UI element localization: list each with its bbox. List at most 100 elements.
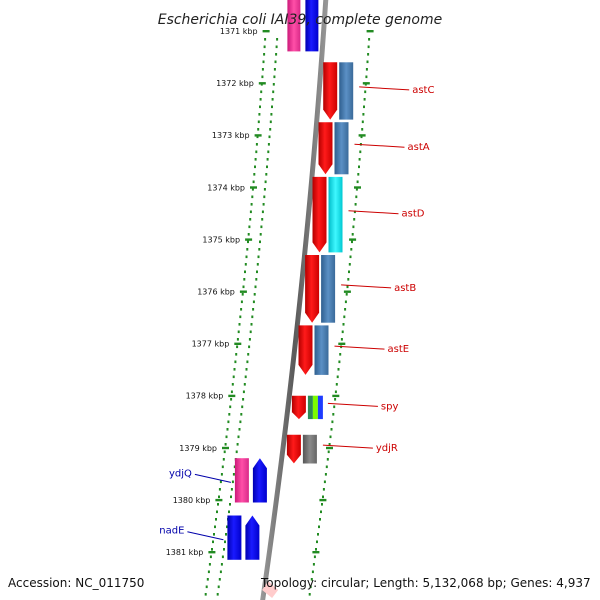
- gene-astD-label: astD: [402, 209, 425, 220]
- tick-label: 1376 kbp: [197, 288, 235, 297]
- track-inner-dot: [272, 90, 275, 94]
- track-forward-outer-dot: [344, 300, 347, 304]
- gene-nadE-label: nadE: [159, 526, 184, 537]
- track-ruler-dot: [240, 300, 243, 304]
- track-ruler-dot: [247, 240, 249, 244]
- track-forward-outer-dot: [361, 128, 364, 131]
- track-ruler-dot: [263, 45, 266, 49]
- track-ruler-dot: [218, 495, 220, 499]
- track-inner-dot: [259, 240, 261, 244]
- track-ruler-dot: [221, 465, 224, 469]
- track-ruler-dot: [248, 225, 251, 229]
- gene-astC-arrow: [323, 62, 338, 120]
- track-ruler-dot: [215, 518, 217, 521]
- track-ruler-dot: [254, 165, 256, 169]
- track-ruler-dot: [206, 578, 209, 581]
- tick-mark-outer: [338, 342, 346, 345]
- track-forward-outer-dot: [344, 308, 347, 311]
- dotted-tracks: [204, 38, 371, 596]
- track-inner-dot: [217, 585, 220, 589]
- tick-mark-outer: [349, 238, 357, 241]
- gene-ydjQ-box: [234, 458, 249, 503]
- gene-astB-leader: [341, 284, 392, 289]
- track-forward-outer-dot: [335, 383, 338, 386]
- track-forward-outer-dot: [360, 135, 363, 139]
- track-ruler-dot: [218, 488, 221, 491]
- tick-mark: [245, 238, 253, 241]
- track-ruler-dot: [263, 53, 266, 56]
- track-inner-dot: [238, 428, 241, 431]
- track-forward-outer-dot: [346, 285, 349, 289]
- track-inner-dot: [246, 360, 249, 364]
- gene-nadE-leader: [187, 531, 224, 541]
- track-forward-outer-dot: [330, 428, 333, 431]
- gene-astA-label: astA: [408, 142, 430, 153]
- track-forward-outer-dot: [316, 540, 318, 544]
- track-ruler-dot: [257, 120, 260, 124]
- tick-mark: [239, 290, 247, 293]
- track-ruler-dot: [245, 255, 248, 259]
- track-forward-outer-dot: [326, 458, 329, 461]
- gene-ydjQ-arrow: [252, 458, 267, 503]
- gene-astD-leader: [348, 210, 399, 215]
- track-ruler-dot: [230, 390, 233, 394]
- track-forward-outer-dot: [356, 180, 359, 184]
- track-ruler-dot: [223, 450, 226, 454]
- gene-astE-arrow: [298, 325, 313, 375]
- track-ruler-dot: [262, 60, 265, 64]
- track-inner-dot: [269, 120, 272, 124]
- track-forward-outer-dot: [322, 495, 324, 499]
- track-ruler-dot: [227, 420, 230, 424]
- track-inner-dot: [240, 413, 243, 416]
- track-forward-outer-dot: [353, 210, 356, 214]
- track-inner-dot: [232, 473, 235, 476]
- track-forward-outer-dot: [363, 98, 366, 101]
- track-inner-dot: [248, 338, 251, 341]
- tick-mark-outer: [319, 498, 327, 502]
- track-forward-outer-dot: [358, 158, 361, 161]
- track-forward-outer-dot: [364, 90, 367, 94]
- map-title: Escherichia coli IAI39, complete genome: [158, 12, 443, 28]
- track-ruler-dot: [238, 323, 241, 326]
- tick-mark-outer: [362, 82, 370, 85]
- track-forward-outer-dot: [365, 75, 368, 79]
- tick-mark: [222, 446, 229, 450]
- tick-mark-outer: [366, 30, 374, 33]
- track-forward-outer-dot: [311, 570, 314, 574]
- track-forward-outer-dot: [312, 563, 315, 566]
- track-ruler-dot: [205, 585, 208, 589]
- gene-spy-stripe: [307, 395, 313, 420]
- gene-ydjR-operon: [302, 434, 317, 464]
- track-inner-dot: [251, 315, 254, 319]
- track-inner-dot: [259, 233, 262, 236]
- track-forward-outer-dot: [341, 330, 344, 334]
- track-forward-outer-dot: [323, 480, 326, 484]
- tick-mark: [250, 186, 257, 189]
- track-forward-outer-dot: [361, 120, 364, 124]
- track-inner-dot: [271, 98, 274, 101]
- track-ruler-dot: [231, 383, 234, 386]
- tick-mark: [215, 498, 223, 502]
- genome-backbone: [260, 0, 329, 600]
- track-ruler-dot: [220, 473, 223, 476]
- gene-astB-label: astB: [394, 283, 416, 294]
- gene-astE-leader: [334, 345, 385, 350]
- gene-astD-operon: [328, 176, 343, 253]
- track-ruler-dot: [217, 503, 219, 506]
- track-forward-outer-dot: [334, 398, 337, 401]
- track-ruler-dot: [247, 233, 250, 236]
- track-ruler-dot: [246, 248, 249, 251]
- track-inner-dot: [275, 53, 278, 56]
- track-forward-outer-dot: [315, 548, 317, 551]
- track-forward-outer-dot: [309, 585, 312, 589]
- track-forward-outer-dot: [355, 188, 358, 191]
- track-forward-outer-dot: [313, 555, 316, 559]
- track-forward-outer-dot: [320, 510, 322, 514]
- gene-labels: astC astA astD astB astE spy ydjR ydjQ nadE: [159, 85, 434, 541]
- track-forward-outer-dot: [317, 533, 319, 536]
- track-ruler-dot: [204, 593, 207, 596]
- track-forward-outer-dot: [348, 270, 350, 274]
- track-inner-dot: [226, 525, 228, 529]
- track-ruler-dot: [219, 480, 222, 484]
- track-inner-dot: [254, 285, 257, 289]
